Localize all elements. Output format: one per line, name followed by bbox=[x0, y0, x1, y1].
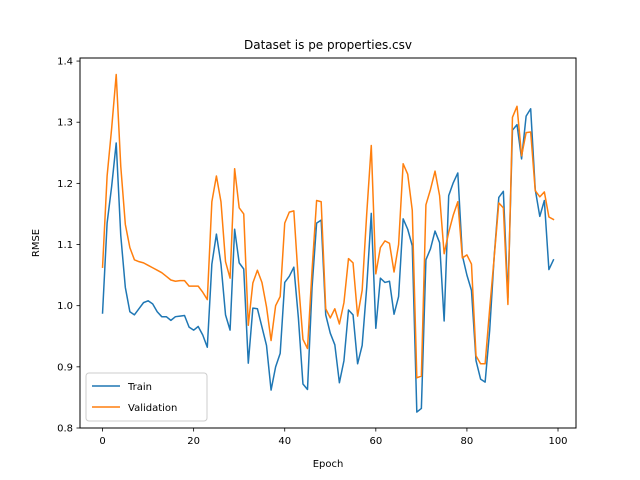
series-layer bbox=[101, 73, 555, 413]
x-tick-label: 40 bbox=[278, 436, 291, 447]
x-tick-label: 100 bbox=[548, 436, 567, 447]
y-tick-label: 0.8 bbox=[57, 424, 73, 435]
y-tick-label: 1.1 bbox=[57, 240, 73, 251]
series-line-validation bbox=[101, 73, 555, 379]
y-tick-label: 1.4 bbox=[57, 57, 73, 68]
legend-box bbox=[85, 372, 208, 422]
x-tick-label: 0 bbox=[99, 436, 105, 447]
y-tick-label: 1.0 bbox=[57, 301, 73, 312]
axes-frame bbox=[79, 57, 577, 429]
y-ticks: 0.8 0.9 1.0 1.1 1.2 1.3 1.4 bbox=[57, 57, 80, 435]
chart-title: Dataset is pe properties.csv bbox=[244, 38, 412, 52]
x-axis-label: Epoch bbox=[313, 459, 344, 470]
x-tick-label: 80 bbox=[461, 436, 474, 447]
y-tick-label: 1.3 bbox=[57, 118, 73, 129]
x-tick-label: 20 bbox=[187, 436, 200, 447]
x-tick-label: 60 bbox=[369, 436, 382, 447]
series-line-train bbox=[101, 108, 555, 413]
legend-label-validation: Validation bbox=[128, 403, 177, 414]
y-tick-label: 1.2 bbox=[57, 179, 73, 190]
y-axis-label: RMSE bbox=[31, 229, 42, 257]
x-ticks: 0 20 40 60 80 100 bbox=[99, 428, 568, 447]
legend: Train Validation bbox=[85, 372, 208, 422]
legend-label-train: Train bbox=[127, 382, 152, 393]
y-tick-label: 0.9 bbox=[57, 362, 73, 373]
